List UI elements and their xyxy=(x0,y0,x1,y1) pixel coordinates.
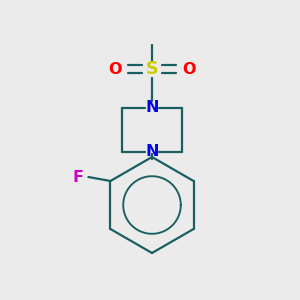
Text: N: N xyxy=(145,100,159,116)
Text: N: N xyxy=(145,145,159,160)
Text: O: O xyxy=(182,61,196,76)
Text: S: S xyxy=(146,60,158,78)
Text: O: O xyxy=(108,61,122,76)
Text: F: F xyxy=(73,169,84,184)
